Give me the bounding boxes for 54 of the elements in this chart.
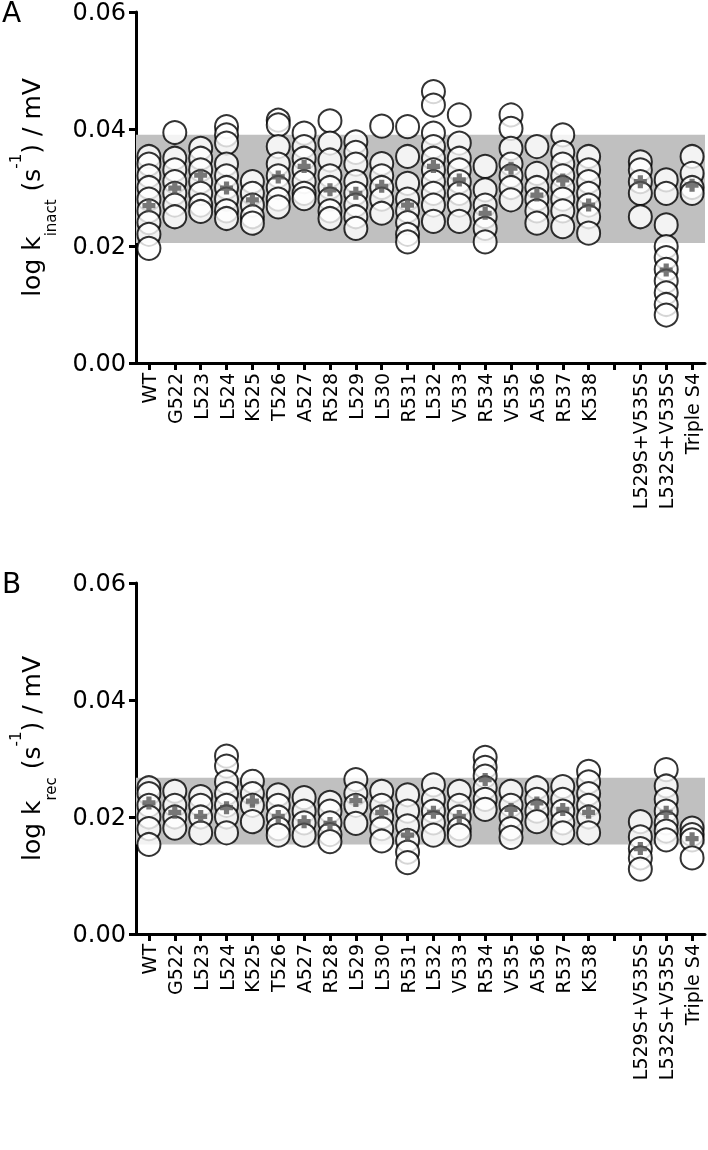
x-tick-label: L530 <box>370 373 393 420</box>
x-tick-label: L529 <box>344 373 367 420</box>
y-tick-label: 0.06 <box>72 569 126 597</box>
x-tick-label: T526 <box>267 944 290 993</box>
x-tick-label: L532 <box>422 373 445 420</box>
x-tick-label: L524 <box>215 944 238 991</box>
x-tick-label: V533 <box>448 373 471 423</box>
x-tick-label: A536 <box>525 373 548 423</box>
x-tick-label: L530 <box>370 944 393 991</box>
x-tick-label: WT <box>137 943 160 975</box>
y-axis-title: log krec (s-1) / mV <box>6 655 60 862</box>
x-tick-label: A527 <box>293 944 316 994</box>
y-tick-label: 0.04 <box>72 115 126 143</box>
x-tick-label: V535 <box>500 944 523 994</box>
x-tick-label: Triple S4 <box>681 944 704 1027</box>
x-tick-label: L532 <box>422 944 445 991</box>
x-tick-label: L529 <box>344 944 367 991</box>
x-tick-label: R534 <box>474 373 497 423</box>
x-tick-label: V533 <box>448 944 471 994</box>
x-tick-label: R528 <box>318 373 341 423</box>
y-tick-label: 0.02 <box>72 803 126 831</box>
x-tick-label: T526 <box>267 373 290 422</box>
x-tick-label: A527 <box>293 373 316 423</box>
x-tick-label: Triple S4 <box>681 373 704 456</box>
y-tick-label: 0.02 <box>72 232 126 260</box>
x-tick-label: R531 <box>396 373 419 423</box>
x-tick-label: K525 <box>241 944 264 993</box>
x-tick-label: L529S+V535S <box>629 373 652 510</box>
x-tick-label: R534 <box>474 944 497 994</box>
x-tick-label: A536 <box>525 944 548 994</box>
y-tick-label: 0.06 <box>72 0 126 26</box>
x-tick-label: G522 <box>163 373 186 424</box>
x-tick-label: G522 <box>163 944 186 995</box>
x-tick-label: R537 <box>551 944 574 994</box>
x-tick-label: WT <box>137 372 160 404</box>
x-tick-label: K538 <box>577 373 600 422</box>
text: A <box>2 0 22 29</box>
x-tick-label: L529S+V535S <box>629 944 652 1081</box>
x-tick-label: K525 <box>241 373 264 422</box>
x-tick-label: R537 <box>551 373 574 423</box>
y-axis-title: log kinact (s-1) / mV <box>6 78 60 297</box>
x-tick-label: L532S+V535S <box>655 373 678 510</box>
x-tick-label: K538 <box>577 944 600 993</box>
x-tick-label: L524 <box>215 373 238 420</box>
x-tick-label: V535 <box>500 373 523 423</box>
x-tick-label: R528 <box>318 944 341 994</box>
x-tick-label: L523 <box>189 373 212 420</box>
y-tick-label: 0.04 <box>72 686 126 714</box>
y-tick-label: 0.00 <box>72 920 126 948</box>
y-tick-label: 0.00 <box>72 349 126 377</box>
x-tick-label: L532S+V535S <box>655 944 678 1081</box>
x-tick-label: R531 <box>396 944 419 994</box>
text: B <box>2 566 22 600</box>
x-tick-label: L523 <box>189 944 212 991</box>
